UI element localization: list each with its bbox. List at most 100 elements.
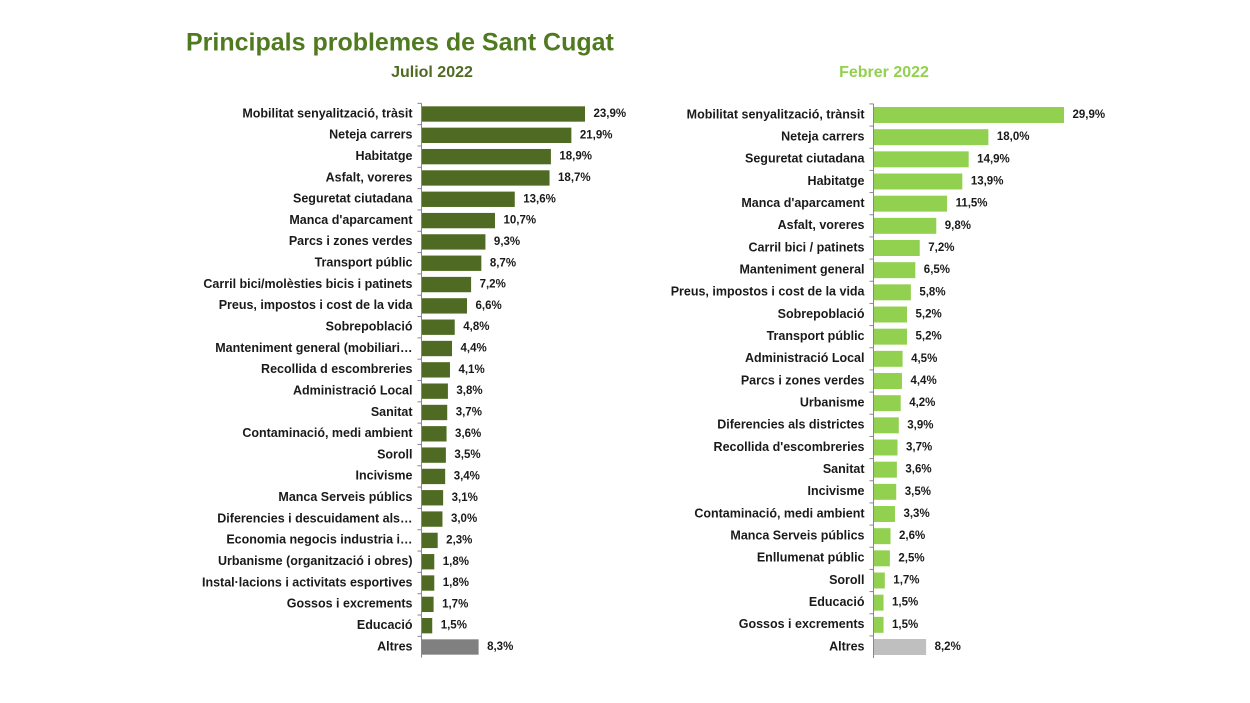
- category-label: Diferencies i descuidament als…: [217, 511, 412, 525]
- value-label: 1,7%: [893, 575, 919, 587]
- bar: [422, 468, 446, 485]
- category-label: Altres: [377, 639, 412, 653]
- category-label: Gossos i excrements: [287, 597, 413, 611]
- value-label: 5,2%: [916, 331, 942, 343]
- bar: [874, 572, 885, 589]
- value-label: 3,8%: [456, 385, 482, 397]
- bar: [874, 483, 897, 500]
- category-label: Manca Serveis públics: [730, 528, 864, 542]
- value-label: 9,3%: [494, 236, 520, 248]
- value-label: 2,6%: [899, 530, 925, 542]
- value-label: 9,8%: [945, 220, 971, 232]
- value-label: 3,4%: [454, 470, 480, 482]
- bar: [422, 426, 447, 442]
- category-label: Preus, impostos i cost de la vida: [671, 285, 866, 299]
- bar: [422, 298, 468, 314]
- value-label: 1,5%: [441, 620, 467, 632]
- bar: [422, 618, 433, 634]
- bar: [422, 511, 443, 527]
- bar: [874, 373, 902, 389]
- category-label: Seguretat ciutadana: [745, 152, 866, 166]
- category-label: Manteniment general (mobiliari…: [215, 341, 412, 355]
- bar: [874, 439, 898, 456]
- bar: [874, 107, 1064, 123]
- bar: [422, 554, 435, 570]
- bar: [874, 395, 901, 412]
- category-label: Recollida d'escombreries: [714, 440, 865, 454]
- category-label: Manca d'aparcament: [741, 196, 865, 210]
- category-label: Diferencies als districtes: [717, 418, 864, 432]
- category-label: Soroll: [377, 447, 412, 461]
- bar: [874, 639, 927, 655]
- bar: [422, 255, 482, 271]
- value-label: 3,5%: [454, 449, 480, 461]
- value-label: 4,5%: [911, 353, 937, 365]
- bar: [422, 106, 585, 122]
- value-label: 5,2%: [916, 309, 942, 321]
- category-label: Soroll: [829, 573, 864, 587]
- value-label: 6,6%: [476, 300, 502, 312]
- bar: [422, 490, 444, 506]
- bar: [874, 528, 891, 545]
- category-label: Administració Local: [293, 383, 412, 397]
- category-label: Sobrepoblació: [778, 307, 865, 321]
- bar: [422, 276, 472, 293]
- category-label: Altres: [829, 639, 864, 653]
- bar: [874, 217, 937, 234]
- bar: [874, 151, 969, 168]
- bar: [422, 447, 446, 463]
- category-label: Mobilitat senyalització, tràsit: [242, 106, 413, 120]
- bar: [874, 195, 948, 212]
- value-label: 3,3%: [903, 508, 929, 520]
- bar: [874, 461, 897, 478]
- bar: [874, 506, 895, 522]
- value-label: 4,4%: [461, 343, 487, 355]
- bar: [422, 212, 495, 229]
- category-label: Neteja carrers: [781, 129, 864, 143]
- value-label: 1,8%: [443, 577, 469, 589]
- category-label: Gossos i excrements: [739, 617, 865, 631]
- value-label: 18,7%: [558, 172, 591, 184]
- category-label: Educació: [809, 595, 865, 609]
- bar: [422, 575, 435, 591]
- category-label: Parcs i zones verdes: [289, 234, 413, 248]
- value-label: 3,0%: [451, 513, 477, 525]
- value-label: 1,5%: [892, 619, 918, 631]
- bar: [422, 639, 479, 655]
- category-label: Economia negocis industria i…: [226, 533, 412, 547]
- category-label: Administració Local: [745, 351, 864, 365]
- bar: [874, 616, 884, 633]
- bar: [422, 596, 434, 613]
- bar: [874, 417, 899, 434]
- category-label: Carril bici/molèsties bicis i patinets: [203, 277, 412, 291]
- value-label: 14,9%: [977, 153, 1010, 165]
- bar: [422, 191, 515, 207]
- value-label: 2,3%: [446, 534, 472, 546]
- category-label: Asfalt, voreres: [778, 218, 865, 232]
- value-label: 4,2%: [909, 397, 935, 409]
- category-label: Seguretat ciutadana: [293, 192, 414, 206]
- value-label: 13,9%: [971, 176, 1004, 188]
- bar: [874, 594, 884, 611]
- category-label: Enllumenat públic: [757, 551, 865, 565]
- value-label: 5,8%: [919, 286, 945, 298]
- value-label: 8,7%: [490, 257, 516, 269]
- category-label: Sanitat: [371, 405, 414, 419]
- value-label: 4,1%: [458, 364, 484, 376]
- value-label: 8,3%: [487, 641, 513, 653]
- value-label: 3,6%: [455, 428, 481, 440]
- bar: [422, 340, 453, 357]
- category-label: Sobrepoblació: [326, 319, 413, 333]
- bar: [422, 362, 450, 378]
- value-label: 1,8%: [443, 556, 469, 568]
- category-label: Manca d'aparcament: [289, 213, 413, 227]
- value-label: 11,5%: [956, 198, 988, 210]
- bar: [874, 240, 920, 256]
- category-label: Preus, impostos i cost de la vida: [219, 298, 414, 312]
- bar: [422, 404, 448, 421]
- category-label: Carril bici / patinets: [748, 240, 864, 254]
- value-label: 3,7%: [906, 442, 932, 454]
- bar: [874, 350, 903, 367]
- value-label: 23,9%: [594, 108, 627, 120]
- value-label: 21,9%: [580, 129, 613, 141]
